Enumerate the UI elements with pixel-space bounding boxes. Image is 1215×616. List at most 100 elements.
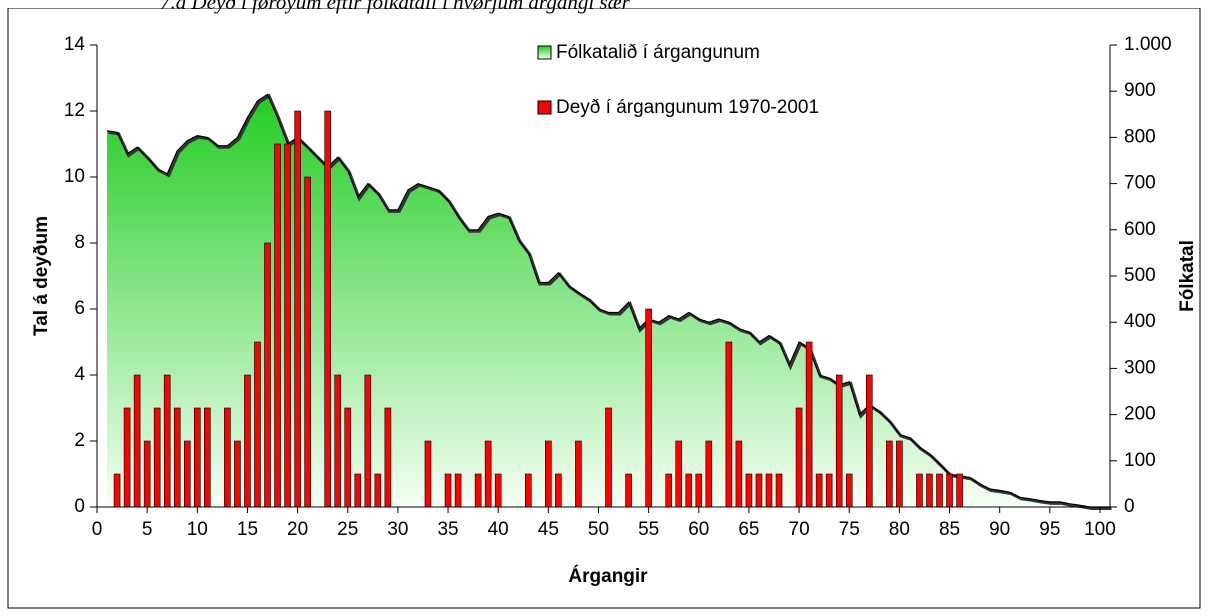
bar [926,473,933,508]
bar [204,407,211,508]
bar [956,473,963,508]
x-axis-label: Árgangir [568,565,648,587]
bar [454,473,462,508]
y-tick-label: 10 [64,166,85,187]
x-tick-label: 100 [1084,519,1116,540]
x-tick-label: 50 [588,519,609,540]
bar [845,473,853,508]
bar [444,473,452,508]
x-tick-label: 0 [92,519,103,540]
bar [625,473,632,508]
x-tick-label: 75 [839,519,860,540]
bar [835,374,843,508]
y2-axis-label: Fólkatal [1177,240,1198,312]
bar [645,308,652,508]
x-tick-label: 85 [939,519,960,540]
bar [254,341,261,508]
x-tick-label: 80 [889,519,910,540]
bar [685,473,693,508]
bar [384,407,392,508]
y2-tick-label: 1.000 [1124,34,1172,55]
bar [815,473,823,508]
x-tick-label: 40 [488,519,509,540]
bar [374,473,382,508]
bar [484,440,492,508]
bar [123,407,131,508]
bar [665,473,672,508]
bar [755,473,763,508]
y2-tick-label: 0 [1124,496,1135,517]
y2-tick-label: 100 [1124,450,1156,471]
area-line [106,93,1110,508]
bar [153,407,161,508]
bar [555,473,562,508]
x-tick-label: 90 [989,519,1010,540]
bar [916,473,923,508]
bar [946,473,953,508]
bar [695,473,703,508]
y-tick-label: 8 [74,232,85,253]
y-tick-label: 2 [74,430,85,451]
bar [474,473,482,508]
bar [735,440,743,508]
bar [886,440,893,508]
bar [193,407,201,508]
bar [865,374,873,508]
bar [304,176,311,508]
bar [183,440,191,508]
y-tick-label: 6 [74,298,85,319]
x-tick-label: 15 [237,519,258,540]
chart-title: 7.a Deyð í føroyum eftir fólkatali í hvø… [160,0,631,14]
bar [896,440,903,508]
bar [133,374,141,508]
bar [805,341,813,508]
bar [524,473,532,508]
x-tick-label: 55 [638,519,659,540]
bar [143,440,151,508]
y-tick-label: 4 [74,364,85,385]
bar [725,341,733,508]
y2-tick-label: 300 [1124,357,1156,378]
bar [264,242,271,508]
bar [324,110,331,508]
bar [234,440,241,508]
bar [274,143,281,508]
bar [364,374,372,508]
legend-label: Fólkatalið í árgangunum [556,42,760,63]
bar [775,473,783,508]
y2-tick-label: 500 [1124,265,1156,286]
x-tick-label: 10 [187,519,208,540]
bar [224,407,231,508]
bar [795,407,803,508]
y-tick-label: 14 [64,34,86,55]
bar [173,407,181,508]
bar [354,473,362,508]
y2-tick-label: 600 [1124,219,1156,240]
bar [424,440,432,508]
x-tick-label: 70 [789,519,810,540]
bar [244,374,251,508]
bar [545,440,552,508]
x-tick-label: 45 [538,519,559,540]
x-tick-label: 30 [387,519,408,540]
bar [163,374,171,508]
x-tick-label: 35 [437,519,458,540]
legend-label: Deyð í árgangunum 1970-2001 [556,97,819,118]
bar [575,440,582,508]
bar [284,143,291,508]
legend-swatch [537,100,552,115]
x-tick-label: 20 [287,519,308,540]
y2-tick-label: 900 [1124,80,1156,101]
y2-tick-label: 700 [1124,173,1156,194]
x-tick-label: 65 [738,519,759,540]
x-tick-label: 60 [688,519,709,540]
top-band [0,0,1215,8]
y-axis-label: Tal á deyðum [31,216,52,336]
bar [113,473,121,508]
bar [825,473,833,508]
x-tick-label: 5 [142,519,153,540]
x-tick-label: 95 [1039,519,1060,540]
bar [936,473,943,508]
y2-tick-label: 800 [1124,126,1156,147]
